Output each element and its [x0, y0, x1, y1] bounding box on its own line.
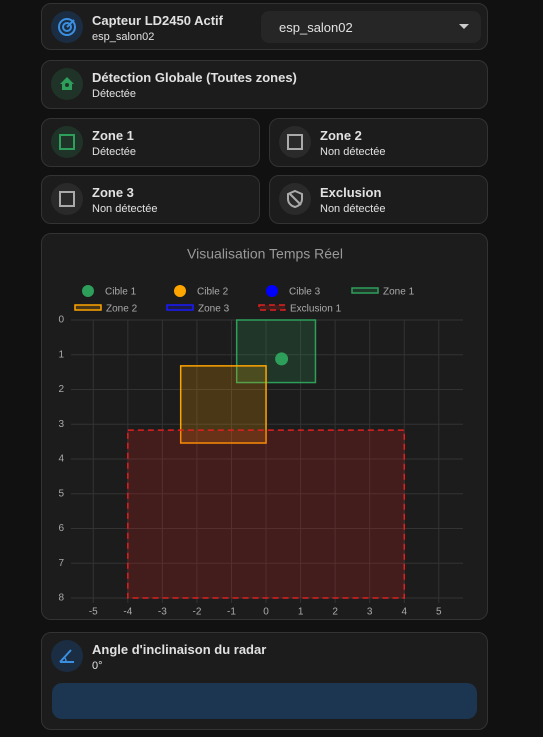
zone-state: Non détectée — [320, 203, 386, 215]
zone-card[interactable]: Exclusion Non détectée — [269, 175, 488, 224]
global-card[interactable]: Détection Globale (Toutes zones) Détecté… — [41, 60, 488, 109]
y-tick-label: 7 — [58, 558, 64, 569]
legend-label: Zone 2 — [106, 304, 138, 315]
sensor-subtitle: esp_salon02 — [92, 31, 155, 43]
x-tick-label: -3 — [158, 607, 167, 618]
angle-card: Angle d'inclinaison du radar 0° — [41, 632, 488, 730]
legend-marker — [351, 287, 379, 294]
angle-title: Angle d'inclinaison du radar — [92, 642, 267, 657]
zone-state: Non détectée — [320, 146, 386, 158]
zone-card[interactable]: Zone 1 Détectée — [41, 118, 260, 167]
y-tick-label: 1 — [58, 349, 64, 360]
legend-label: Exclusion 1 — [290, 304, 342, 315]
angle-slider[interactable] — [52, 683, 477, 719]
legend-label: Zone 3 — [198, 304, 230, 315]
zone-card[interactable]: Zone 3 Non détectée — [41, 175, 260, 224]
x-tick-label: -1 — [227, 607, 236, 618]
legend-label: Cible 1 — [105, 287, 137, 298]
chart-card: Visualisation Temps Réel -5 -4 -3 -2 -1 0 1 2 3 4… — [41, 233, 488, 620]
zone — [127, 429, 406, 599]
global-state: Détectée — [92, 88, 137, 100]
x-tick-label: -4 — [123, 607, 132, 618]
zone-icon — [51, 126, 83, 158]
legend-label: Cible 2 — [197, 287, 229, 298]
zone-icon — [51, 183, 83, 215]
home-icon — [51, 68, 83, 100]
legend-marker — [82, 285, 94, 297]
y-tick-label: 2 — [58, 384, 64, 395]
zone-title: Zone 2 — [320, 128, 362, 143]
y-tick-label: 6 — [58, 523, 64, 534]
radar-icon — [51, 11, 83, 43]
zone-card[interactable]: Zone 2 Non détectée — [269, 118, 488, 167]
zone-title: Zone 3 — [92, 185, 134, 200]
dropdown-arrow — [459, 24, 469, 29]
x-tick-label: -5 — [89, 607, 98, 618]
x-tick-label: 0 — [263, 607, 269, 618]
x-tick-label: 1 — [298, 607, 304, 618]
legend-marker — [166, 304, 194, 311]
legend-label: Zone 1 — [383, 287, 415, 298]
zone-title: Zone 1 — [92, 128, 134, 143]
chart-title: Visualisation Temps Réel — [187, 246, 343, 262]
legend-marker — [74, 304, 102, 311]
zone-state: Détectée — [92, 146, 137, 158]
sensor-title: Capteur LD2450 Actif — [92, 13, 223, 28]
shield-icon — [279, 183, 311, 215]
global-title: Détection Globale (Toutes zones) — [92, 70, 297, 85]
select-value: esp_salon02 — [279, 20, 353, 35]
x-tick-label: -2 — [192, 607, 201, 618]
y-tick-label: 3 — [58, 419, 64, 430]
zone-title: Exclusion — [320, 185, 382, 200]
angle-value: 0° — [92, 660, 103, 672]
legend-marker — [174, 285, 186, 297]
y-tick-label: 8 — [58, 593, 64, 604]
zone-state: Non détectée — [92, 203, 158, 215]
legend-marker — [258, 304, 286, 311]
x-tick-label: 5 — [436, 607, 442, 618]
angle-icon — [51, 640, 83, 672]
target-point — [275, 352, 289, 366]
legend-label: Cible 3 — [289, 287, 321, 298]
zone — [235, 319, 317, 384]
y-tick-label: 4 — [58, 454, 64, 465]
sensor-card[interactable]: Capteur LD2450 Actif esp_salon02 esp_sal… — [41, 3, 488, 50]
y-tick-label: 0 — [58, 315, 64, 326]
zone-icon — [279, 126, 311, 158]
legend-marker — [266, 285, 278, 297]
x-tick-label: 3 — [367, 607, 373, 618]
chart: Visualisation Temps Réel -5 -4 -3 -2 -1 0 1 2 3 4… — [58, 246, 463, 618]
x-tick-label: 4 — [401, 607, 407, 618]
device-select[interactable]: esp_salon02 — [261, 11, 481, 43]
x-tick-label: 2 — [332, 607, 338, 618]
y-tick-label: 5 — [58, 488, 64, 499]
